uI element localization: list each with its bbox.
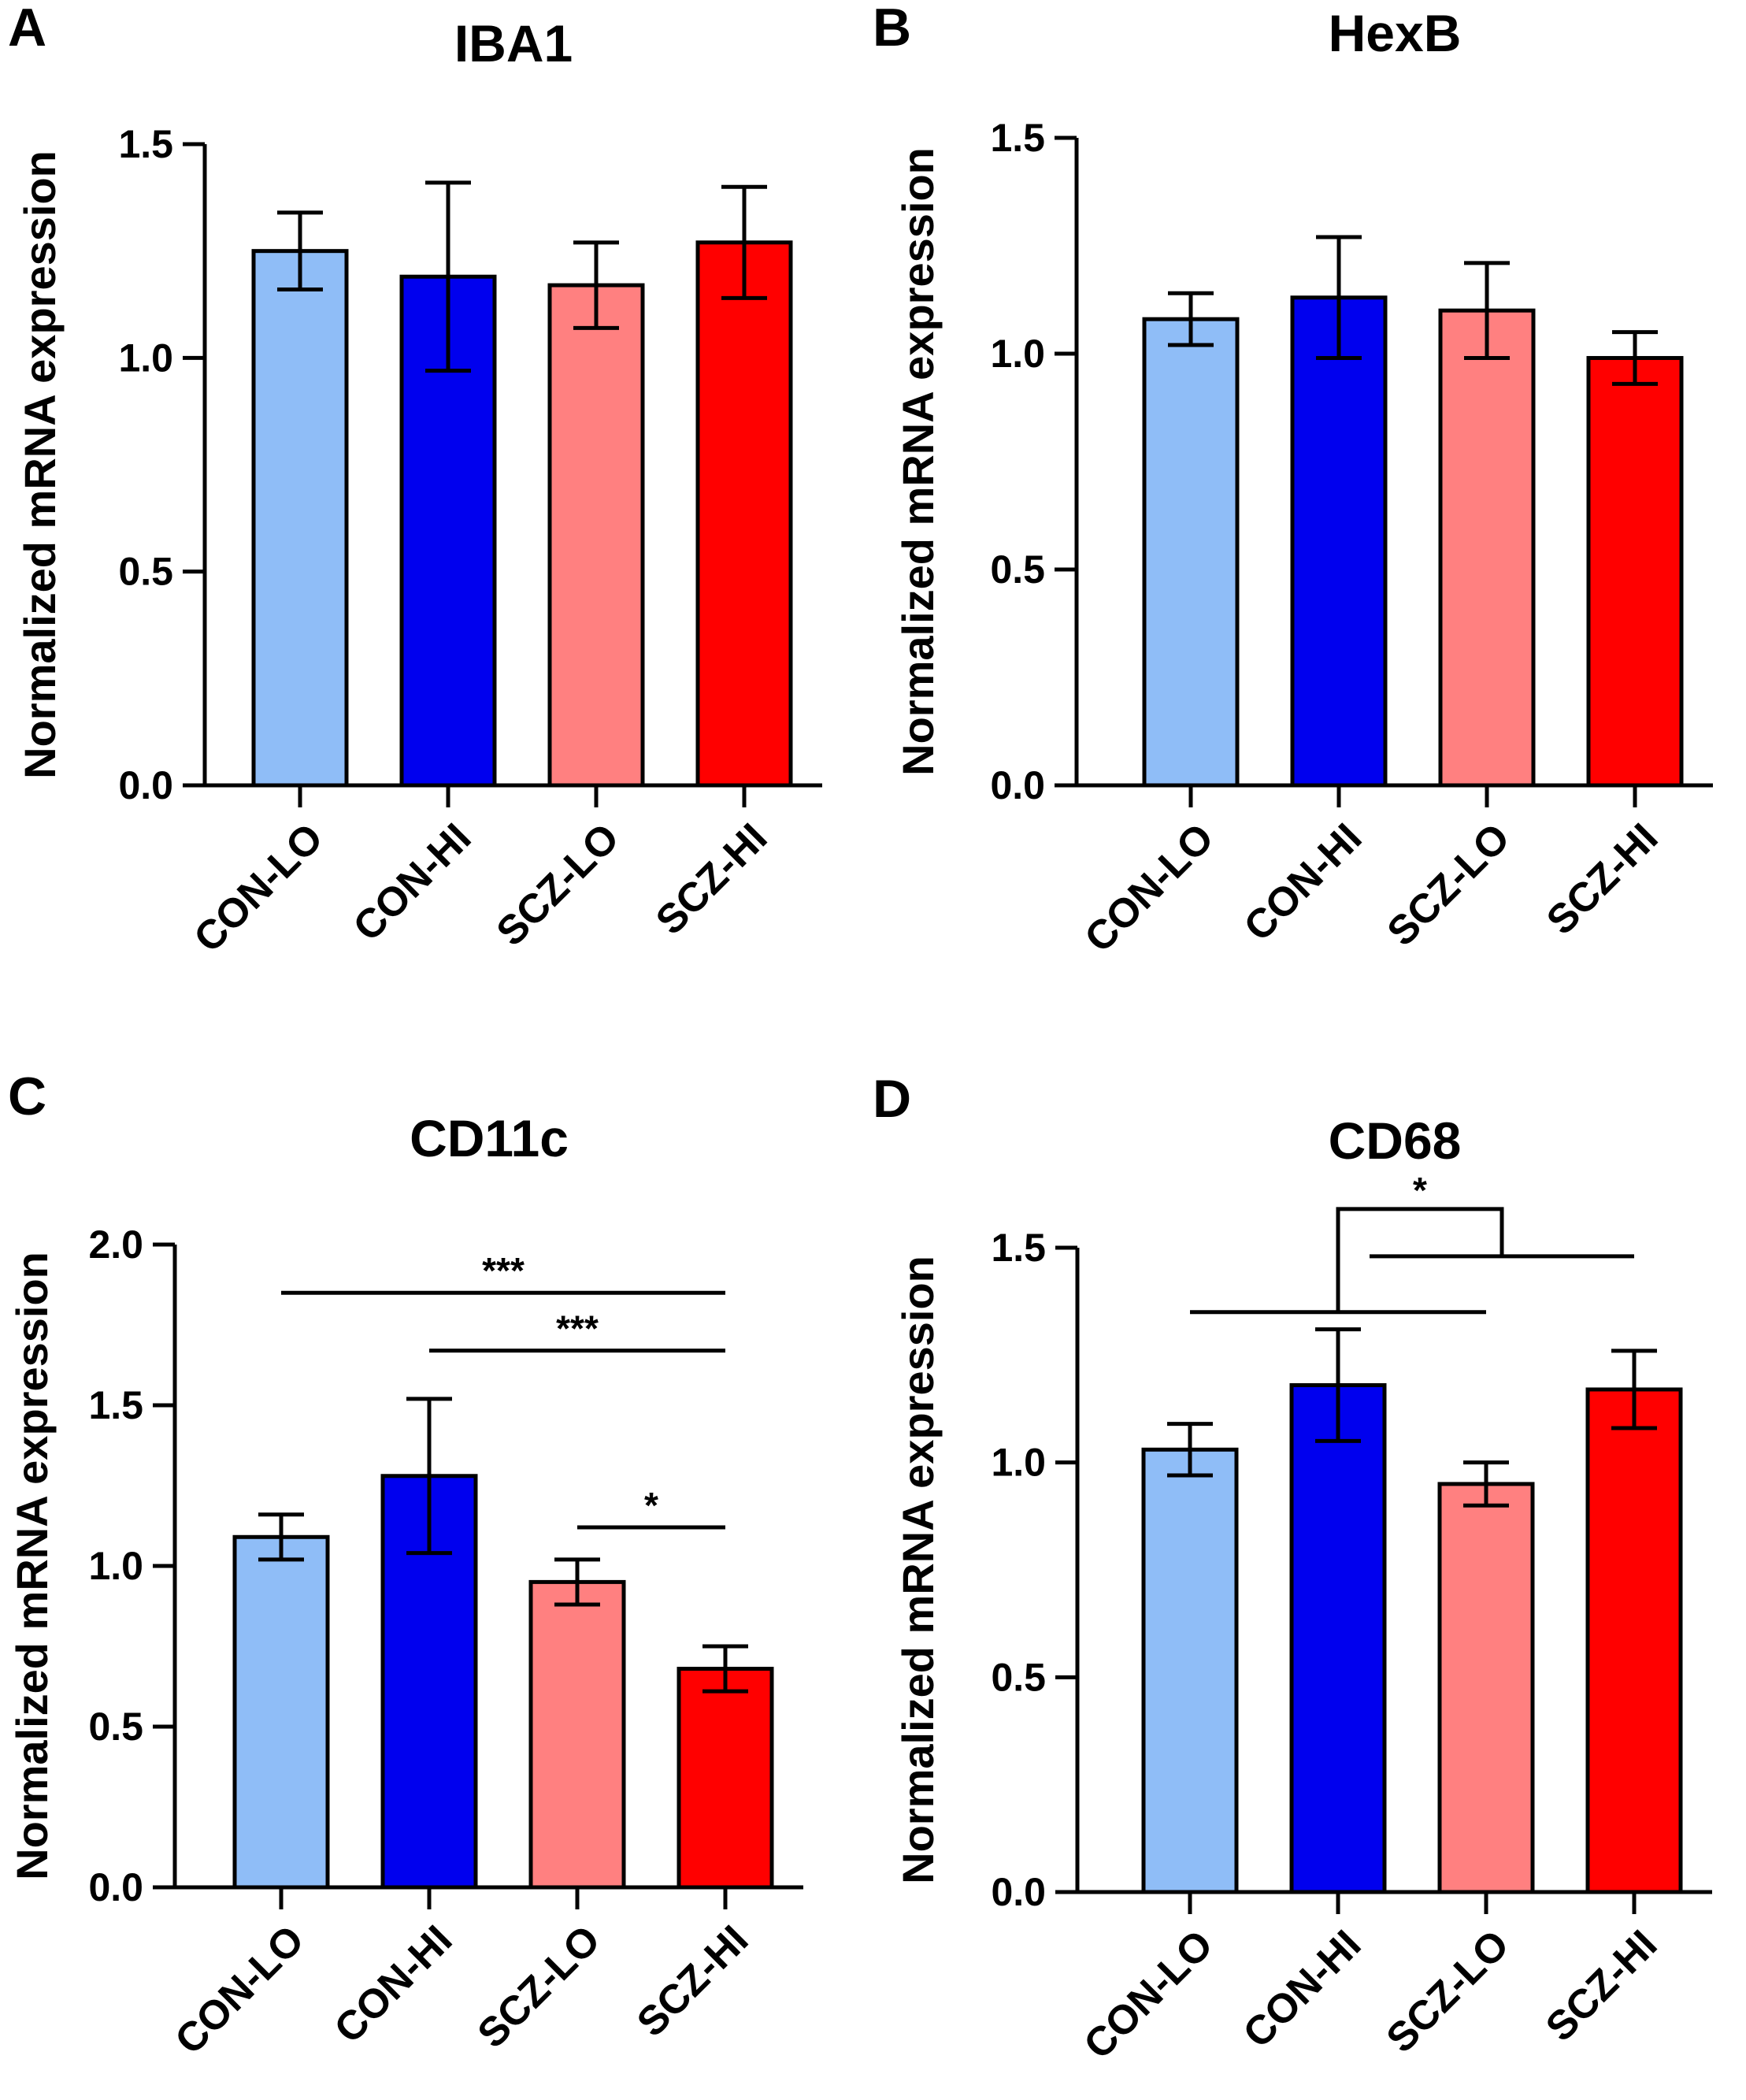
y-tick-label: 0.0 — [118, 763, 173, 807]
y-tick-label: 1.5 — [118, 122, 173, 166]
x-tick-label: SCZ-HI — [628, 1916, 758, 2046]
significance-label: *** — [556, 1308, 599, 1349]
y-tick-label: 2.0 — [88, 1223, 143, 1267]
x-tick-label: SCZ-HI — [1538, 814, 1667, 944]
significance-bracket — [1336, 1207, 1504, 1312]
significance-label: * — [644, 1485, 658, 1526]
y-tick-label: 1.0 — [88, 1544, 143, 1588]
chart-title: HexB — [1329, 4, 1462, 62]
y-tick-label: 1.0 — [991, 1441, 1046, 1485]
bar-scz-lo — [547, 283, 645, 788]
bar-scz-lo — [1437, 1482, 1535, 1894]
chart-title: CD68 — [1329, 1111, 1462, 1170]
y-tick-label: 1.5 — [88, 1383, 143, 1427]
y-axis-label: Normalized mRNA expression — [7, 1252, 57, 1880]
y-axis-label: Normalized mRNA expression — [15, 150, 65, 779]
chart-title: IBA1 — [454, 14, 573, 72]
y-tick-label: 0.5 — [991, 1655, 1046, 1699]
x-tick-label: SCZ-LO — [488, 814, 628, 955]
bar-scz-lo — [1438, 308, 1536, 788]
panel-letter: C — [8, 1067, 46, 1126]
bar-con-hi — [1290, 295, 1388, 788]
bar-scz-hi — [1586, 355, 1684, 788]
bar-con-hi — [1289, 1383, 1387, 1894]
significance-label: *** — [482, 1250, 525, 1291]
bar-scz-lo — [528, 1579, 626, 1890]
y-tick-label: 1.5 — [990, 116, 1045, 160]
panel-c: C CD11c Normalized mRNA expression 0.0 0.5 1.… — [0, 1050, 873, 2100]
x-tick-label: CON-HI — [1236, 814, 1371, 950]
panel-letter: D — [873, 1069, 911, 1129]
y-tick-label: 1.0 — [990, 332, 1045, 376]
y-tick-label: 0.5 — [990, 547, 1045, 592]
bar-con-lo — [232, 1534, 330, 1890]
panel-d: D CD68 Normalized mRNA expression 0.0 0.5 1.0… — [873, 1050, 1746, 2100]
x-tick-label: CON-LO — [185, 814, 332, 961]
x-tick-label: SCZ-LO — [469, 1916, 610, 2057]
y-tick-label: 0.0 — [991, 1870, 1046, 1914]
y-tick-label: 0.5 — [118, 550, 173, 594]
bar-scz-hi — [1585, 1387, 1683, 1894]
x-tick-label: CON-HI — [345, 814, 480, 950]
y-tick-label: 1.0 — [118, 336, 173, 380]
chart-c: C CD11c Normalized mRNA expression 0.0 0.5 1.… — [7, 1067, 803, 2064]
y-tick-label: 0.0 — [990, 763, 1045, 807]
x-tick-label: CON-LO — [166, 1916, 313, 2063]
panel-a: A IBA1 Normalized mRNA expression 0.0 0.5 1.0… — [0, 0, 873, 1050]
x-tick-label: SCZ-LO — [1379, 814, 1519, 955]
y-tick-label: 1.5 — [991, 1226, 1046, 1270]
y-axis-label: Normalized mRNA expression — [893, 1256, 943, 1884]
panel-letter: B — [873, 0, 911, 58]
panel-letter: A — [8, 0, 46, 58]
bar-scz-hi — [695, 240, 793, 788]
chart-d: D CD68 Normalized mRNA expression 0.0 0.5 1.0… — [873, 1069, 1712, 2068]
chart-title: CD11c — [410, 1109, 569, 1167]
panel-b: B HexB Normalized mRNA expression 0.0 0.5 1.0… — [873, 0, 1746, 1050]
y-tick-label: 0.0 — [88, 1865, 143, 1909]
x-tick-label: CON-LO — [1075, 1921, 1221, 2068]
x-tick-label: CON-HI — [1235, 1921, 1370, 2057]
x-tick-label: SCZ-HI — [647, 814, 777, 944]
y-tick-label: 0.5 — [88, 1705, 143, 1749]
x-tick-label: SCZ-LO — [1378, 1921, 1518, 2061]
bar-con-lo — [251, 249, 349, 788]
y-axis-label: Normalized mRNA expression — [893, 147, 943, 776]
bar-con-lo — [1142, 317, 1240, 788]
chart-a: A IBA1 Normalized mRNA expression 0.0 0.5 1.0… — [8, 0, 822, 962]
bar-scz-hi — [677, 1667, 774, 1890]
bar-con-lo — [1141, 1447, 1239, 1894]
x-tick-label: CON-LO — [1076, 814, 1222, 961]
x-tick-label: SCZ-HI — [1537, 1921, 1666, 2050]
significance-label: * — [1413, 1170, 1427, 1211]
chart-b: B HexB Normalized mRNA expression 0.0 0.5 1.0… — [873, 0, 1713, 962]
x-tick-label: CON-HI — [326, 1916, 462, 2052]
